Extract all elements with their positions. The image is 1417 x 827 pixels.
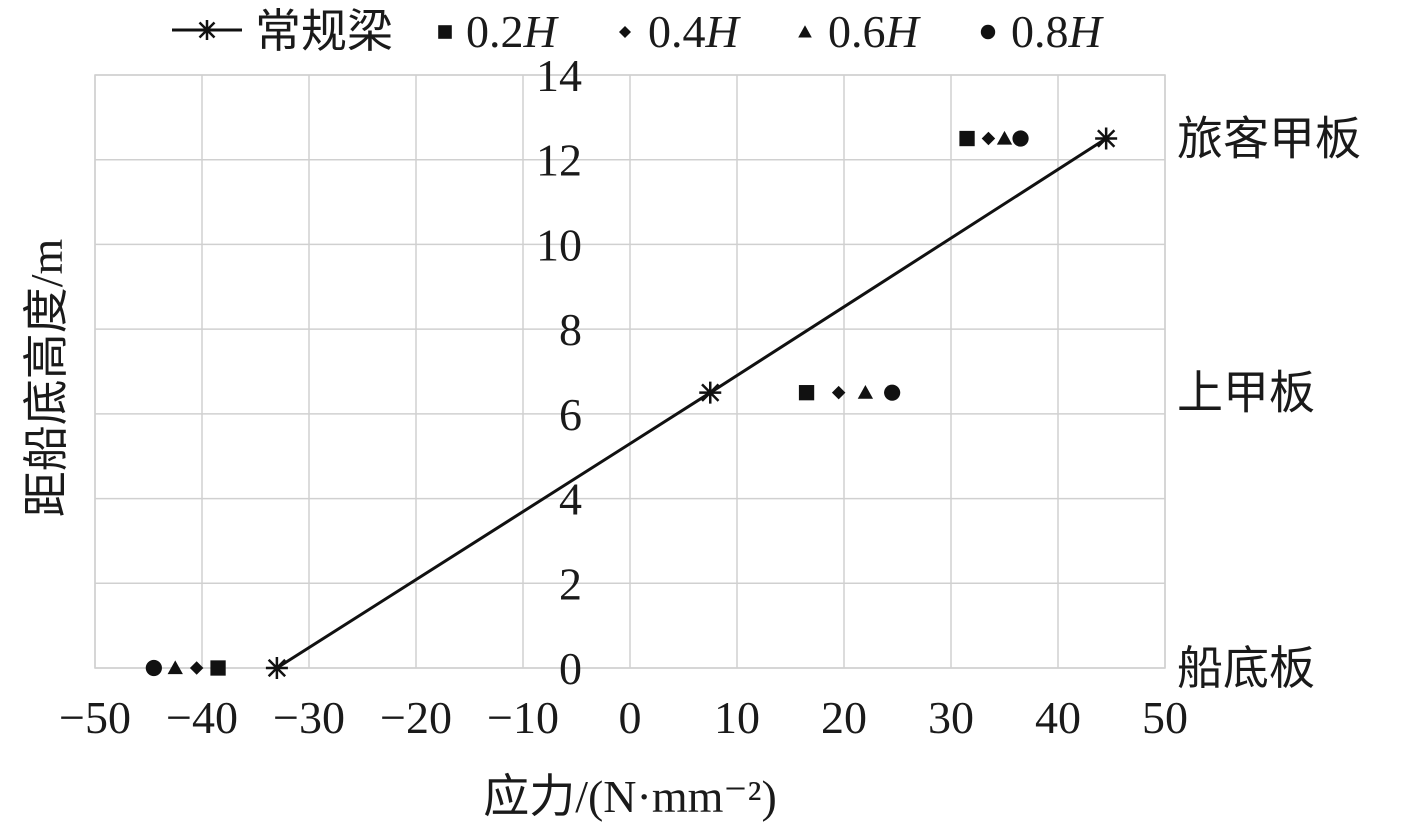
circle-shape bbox=[1012, 130, 1029, 147]
legend-label-text: 0.6 bbox=[828, 6, 886, 57]
x-tick-label: 50 bbox=[1142, 692, 1188, 743]
legend-label-text: 0.2 bbox=[466, 6, 524, 57]
legend-label-text: 0.4 bbox=[648, 6, 706, 57]
data-point-circle bbox=[1012, 130, 1029, 147]
asterisk-shape bbox=[265, 657, 288, 679]
legend-label: 0.6H bbox=[828, 6, 922, 57]
triangle-shape bbox=[857, 385, 874, 399]
data-point-square bbox=[798, 385, 815, 401]
y-tick-label: 2 bbox=[559, 558, 582, 609]
data-point-triangle bbox=[996, 130, 1013, 145]
legend-item-1: 0.2H bbox=[438, 6, 560, 57]
diamond-shape bbox=[831, 385, 846, 400]
legend-marker bbox=[438, 25, 452, 39]
legend-label: 0.4H bbox=[648, 6, 742, 57]
x-tick-label: −20 bbox=[380, 692, 452, 743]
y-tick-labels: 0 2 4 6 8 10 12 14 bbox=[536, 50, 582, 694]
data-point-triangle bbox=[857, 385, 874, 399]
legend-item-0: 常规梁 bbox=[172, 6, 393, 57]
square-shape bbox=[798, 385, 815, 401]
legend-label-italic: H bbox=[885, 6, 922, 57]
data-point-asterisk bbox=[699, 381, 722, 404]
legend-label: 常规梁 bbox=[255, 6, 393, 57]
circle-shape bbox=[980, 24, 996, 40]
legend-label-text: 常规梁 bbox=[255, 6, 393, 57]
x-tick-label: −50 bbox=[59, 692, 131, 743]
square-shape bbox=[438, 25, 452, 39]
deck-label: 旅客甲板 bbox=[1177, 114, 1361, 165]
legend-label-italic: H bbox=[523, 6, 560, 57]
asterisk-shape bbox=[197, 20, 217, 40]
legend-marker bbox=[619, 26, 631, 38]
x-tick-label: 0 bbox=[619, 692, 642, 743]
square-shape bbox=[210, 660, 226, 676]
x-tick-labels: −50 −40 −30 −20 −10 0 10 20 30 40 50 bbox=[59, 692, 1188, 743]
series-line-0 bbox=[276, 137, 1107, 670]
data-point-triangle bbox=[167, 660, 183, 675]
data-point-circle bbox=[884, 384, 901, 401]
triangle-shape bbox=[167, 660, 183, 675]
y-tick-label: 12 bbox=[536, 135, 582, 186]
markers bbox=[145, 127, 1118, 679]
y-tick-label: 14 bbox=[536, 50, 582, 101]
triangle-shape bbox=[996, 130, 1013, 145]
y-tick-label: 0 bbox=[559, 643, 582, 694]
diamond-shape bbox=[981, 131, 996, 146]
data-point-asterisk bbox=[265, 657, 288, 679]
circle-shape bbox=[145, 659, 162, 677]
y-axis-title: 距船底高度/m bbox=[21, 239, 72, 518]
diamond-shape bbox=[189, 661, 204, 675]
x-tick-label: −40 bbox=[166, 692, 238, 743]
x-tick-label: 40 bbox=[1035, 692, 1081, 743]
data-point-asterisk bbox=[1095, 127, 1118, 150]
diamond-shape bbox=[619, 26, 631, 38]
grid bbox=[94, 74, 1166, 669]
legend: 常规梁 0.2H 0.4H 0.6H 0.8H bbox=[172, 6, 1105, 57]
data-point-diamond bbox=[981, 131, 996, 146]
legend-label-text: 0.8 bbox=[1011, 6, 1069, 57]
data-point-circle bbox=[145, 659, 162, 677]
legend-label: 0.2H bbox=[466, 6, 560, 57]
legend-item-3: 0.6H bbox=[798, 6, 922, 57]
x-tick-label: 20 bbox=[821, 692, 867, 743]
legend-marker bbox=[980, 24, 996, 40]
triangle-shape bbox=[798, 25, 812, 38]
x-tick-label: −30 bbox=[273, 692, 345, 743]
x-tick-label: −10 bbox=[487, 692, 559, 743]
asterisk-shape bbox=[699, 381, 722, 404]
x-axis-title: 应力/(N·mm⁻²) bbox=[483, 771, 777, 822]
data-point-square bbox=[959, 130, 975, 147]
y-tick-label: 6 bbox=[559, 389, 582, 440]
legend-label-italic: H bbox=[705, 6, 742, 57]
circle-shape bbox=[884, 384, 901, 401]
series-lines bbox=[276, 137, 1107, 670]
legend-label-italic: H bbox=[1068, 6, 1105, 57]
legend-item-4: 0.8H bbox=[980, 6, 1105, 57]
asterisk-shape bbox=[1095, 127, 1118, 150]
y-tick-label: 4 bbox=[559, 474, 582, 525]
legend-marker bbox=[798, 25, 812, 38]
legend-marker bbox=[197, 20, 217, 40]
legend-item-2: 0.4H bbox=[619, 6, 742, 57]
square-shape bbox=[959, 130, 975, 147]
x-tick-label: 10 bbox=[714, 692, 760, 743]
data-point-diamond bbox=[189, 661, 204, 675]
data-point-diamond bbox=[831, 385, 846, 400]
deck-label: 上甲板 bbox=[1177, 368, 1315, 419]
x-tick-label: 30 bbox=[928, 692, 974, 743]
legend-label: 0.8H bbox=[1011, 6, 1105, 57]
y-tick-label: 10 bbox=[536, 219, 582, 270]
data-point-square bbox=[210, 660, 226, 676]
y-tick-label: 8 bbox=[559, 304, 582, 355]
deck-label: 船底板 bbox=[1177, 643, 1315, 694]
